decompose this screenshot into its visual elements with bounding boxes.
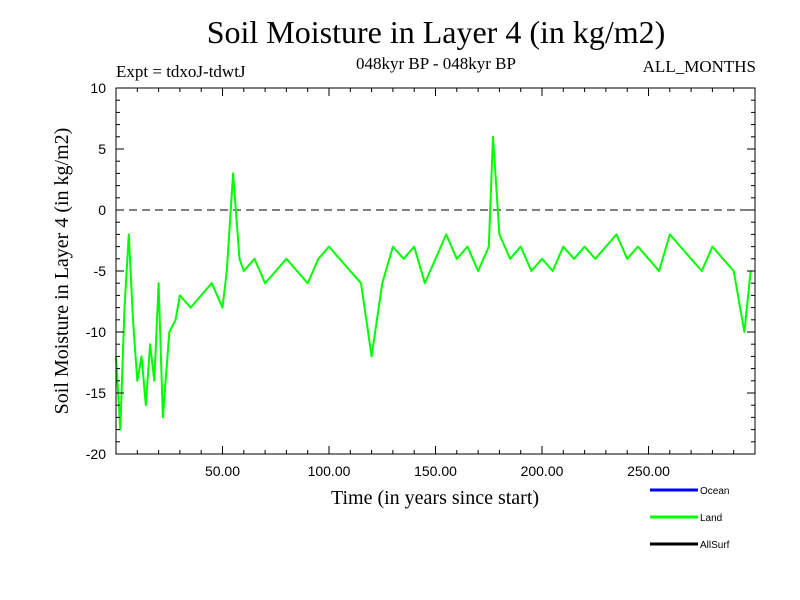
y-tick-label: -10	[86, 324, 106, 340]
chart-title: Soil Moisture in Layer 4 (in kg/m2)	[206, 14, 666, 50]
x-tick-label: 50.00	[205, 463, 240, 479]
legend-label-allsurf: AllSurf	[700, 540, 730, 551]
y-tick-label: 5	[98, 141, 106, 157]
x-tick-label: 150.00	[414, 463, 457, 479]
x-tick-label: 100.00	[308, 463, 351, 479]
x-tick-label: 200.00	[521, 463, 564, 479]
y-tick-label: 0	[98, 202, 106, 218]
legend-label-ocean: Ocean	[700, 486, 729, 497]
x-axis-title: Time (in years since start)	[331, 487, 539, 509]
series-line-land	[115, 135, 752, 431]
y-tick-label: -20	[86, 446, 106, 462]
x-tick-label: 250.00	[627, 463, 670, 479]
y-tick-label: 10	[90, 80, 106, 96]
legend-label-land: Land	[700, 513, 722, 524]
y-tick-label: -5	[94, 263, 107, 279]
months-label: ALL_MONTHS	[642, 57, 756, 76]
y-tick-label: -15	[86, 385, 106, 401]
y-axis-title: Soil Moisture in Layer 4 (in kg/m2)	[51, 128, 73, 415]
experiment-label: Expt = tdxoJ-tdwtJ	[116, 62, 246, 81]
chart-subtitle: 048kyr BP - 048kyr BP	[356, 54, 516, 73]
